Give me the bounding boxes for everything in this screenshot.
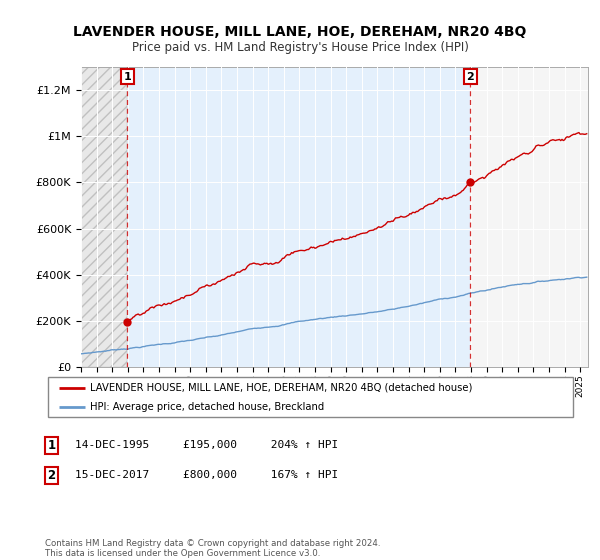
Bar: [127, 67, 470, 367]
Text: 15-DEC-2017     £800,000     167% ↑ HPI: 15-DEC-2017 £800,000 167% ↑ HPI: [75, 470, 338, 480]
Text: 14-DEC-1995     £195,000     204% ↑ HPI: 14-DEC-1995 £195,000 204% ↑ HPI: [75, 440, 338, 450]
Text: LAVENDER HOUSE, MILL LANE, HOE, DEREHAM, NR20 4BQ: LAVENDER HOUSE, MILL LANE, HOE, DEREHAM,…: [73, 25, 527, 39]
Bar: [81, 67, 127, 367]
Text: HPI: Average price, detached house, Breckland: HPI: Average price, detached house, Brec…: [90, 402, 324, 412]
Text: Price paid vs. HM Land Registry's House Price Index (HPI): Price paid vs. HM Land Registry's House …: [131, 41, 469, 54]
Text: LAVENDER HOUSE, MILL LANE, HOE, DEREHAM, NR20 4BQ (detached house): LAVENDER HOUSE, MILL LANE, HOE, DEREHAM,…: [90, 383, 472, 393]
Text: 1: 1: [124, 72, 131, 82]
Text: 2: 2: [467, 72, 474, 82]
Bar: [81, 67, 127, 367]
FancyBboxPatch shape: [48, 377, 573, 417]
Text: Contains HM Land Registry data © Crown copyright and database right 2024.
This d: Contains HM Land Registry data © Crown c…: [45, 539, 380, 558]
Text: 2: 2: [47, 469, 56, 482]
FancyBboxPatch shape: [45, 467, 58, 484]
Text: 1: 1: [47, 439, 56, 452]
FancyBboxPatch shape: [45, 437, 58, 454]
